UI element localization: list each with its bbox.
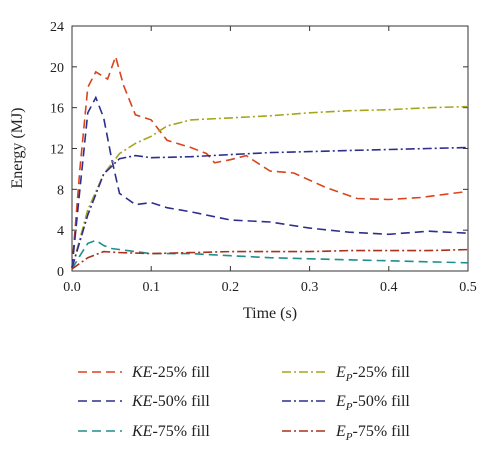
series-line-ke-50-fill [71,95,469,268]
legend-item-ep-50-fill: EP-50% fill [282,393,410,413]
x-tick-label: 0.3 [301,280,319,295]
y-tick-label: 4 [57,224,64,239]
legend-item-ke-75-fill: KE-75% fill [78,423,210,440]
legend-item-ke-25-fill: KE-25% fill [78,364,210,381]
y-tick-label: 20 [50,61,64,76]
legend-label: KE-75% fill [131,423,210,440]
series-line-ke-75-fill [71,239,469,270]
legend-item-ke-50-fill: KE-50% fill [78,393,210,410]
x-tick-label: 0.2 [222,280,240,295]
series-line-ke-25-fill [71,53,469,268]
series-line-ep-75-fill [71,248,469,270]
x-axis-title: Time (s) [243,305,297,322]
legend-item-ep-25-fill: EP-25% fill [282,364,410,384]
legend-label: EP-75% fill [335,423,410,443]
y-tick-label: 16 [50,102,64,117]
legend-label: KE-50% fill [131,393,210,410]
y-tick-label: 8 [57,183,64,198]
legend-label: EP-25% fill [335,364,410,384]
series-lines [71,53,469,270]
y-tick-label: 0 [57,265,64,280]
legend: KE-25% fill KE-50% fill KE-75% fill EP-25% … [78,364,410,443]
series-line-ep-25-fill [71,105,469,269]
y-axis-title: Energy (MJ) [9,107,26,188]
legend-label: EP-50% fill [335,393,410,413]
y-tick-label: 24 [50,20,64,35]
x-tick-label: 0.5 [459,280,477,295]
x-tick-label: 0.1 [142,280,160,295]
legend-label: KE-25% fill [131,364,210,381]
x-tick-label: 0.4 [380,280,398,295]
series-line-ep-50-fill [71,146,469,269]
axis-ticks: 0.0 0.1 0.2 0.3 0.4 0.5 0 4 8 12 16 20 24 [50,20,477,295]
legend-item-ep-75-fill: EP-75% fill [282,423,410,443]
x-tick-label: 0.0 [63,280,81,295]
y-tick-label: 12 [50,143,64,158]
